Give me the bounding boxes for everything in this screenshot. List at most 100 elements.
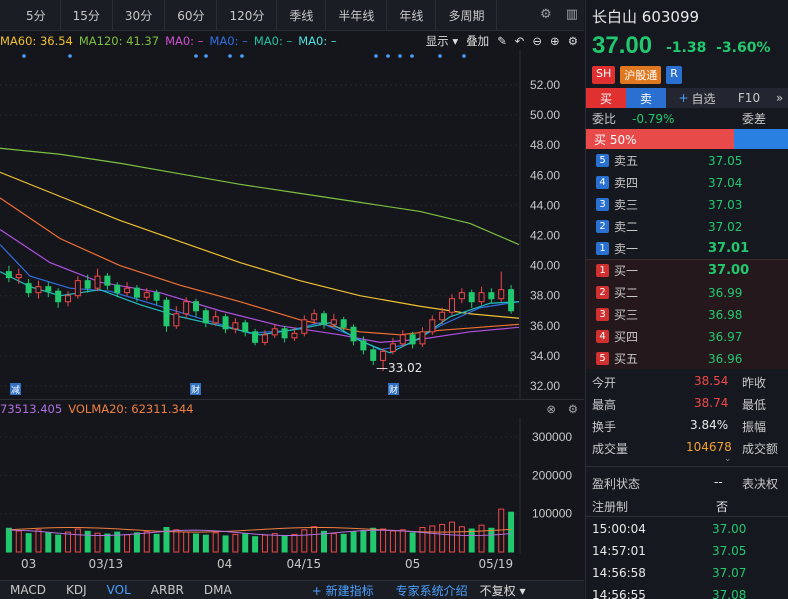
candle-body <box>202 310 209 324</box>
price-change: -1.38 -3.60% <box>666 40 771 56</box>
period-quarter[interactable]: 季线 <box>277 0 327 31</box>
period-year[interactable]: 年线 <box>387 0 437 31</box>
event-marker-1[interactable]: 减 <box>10 383 21 396</box>
ask-row[interactable]: 5 卖五 37.05 <box>586 150 788 171</box>
indicator-kdj[interactable]: KDJ <box>65 583 87 597</box>
level-name: 卖三 <box>614 198 639 212</box>
layout-icon[interactable]: ▥ <box>565 7 578 22</box>
price-tick: 34.00 <box>530 349 560 363</box>
vol-settings-icon[interactable]: ⚙ <box>567 402 578 416</box>
period-60min[interactable]: 60分 <box>165 0 218 31</box>
price-tick: 46.00 <box>530 168 560 182</box>
bid-row[interactable]: 2 买二 36.99 <box>586 282 788 303</box>
period-5min[interactable]: 5分 <box>0 0 61 31</box>
expert-system-link[interactable]: 专家系统介绍 <box>395 583 468 598</box>
level-price: 37.05 <box>708 153 743 168</box>
trade-time: 14:56:55 <box>592 588 646 599</box>
event-marker-3[interactable]: 财 <box>388 383 399 396</box>
event-marker-2[interactable]: 财 <box>190 383 201 396</box>
display-dropdown[interactable]: 显示 ▾ <box>425 33 459 48</box>
volume-bar <box>124 534 131 553</box>
candlestick-chart[interactable]: 52.00 50.00 48.00 46.00 44.00 42.00 40.00 38.00… <box>0 50 584 398</box>
tag-r[interactable]: R <box>666 66 682 84</box>
bid-row[interactable]: 1 买一 37.00 <box>586 260 788 281</box>
event-dot <box>68 54 72 58</box>
trade-price: 37.05 <box>712 544 747 558</box>
last-price: 37.00 <box>592 32 653 59</box>
ask-row[interactable]: 2 卖二 37.02 <box>586 216 788 237</box>
tab-f10[interactable]: F10 <box>728 88 770 108</box>
volume-bar <box>114 531 121 553</box>
expand-chevron-icon[interactable]: ⌄ <box>724 454 732 464</box>
volume-bar <box>389 530 396 553</box>
ask-row[interactable]: 3 卖三 37.03 <box>586 194 788 215</box>
tag-hsgt[interactable]: 沪股通 <box>620 66 662 84</box>
period-halfyear[interactable]: 半年线 <box>326 0 388 31</box>
date-tick: 04 <box>217 557 233 571</box>
trade-row: 15:00:04 37.00 <box>586 519 788 541</box>
trade-price: 37.00 <box>712 522 747 536</box>
volume-bar <box>370 527 377 553</box>
volume-bar <box>478 524 485 553</box>
bid-row[interactable]: 3 买三 36.98 <box>586 304 788 325</box>
adjust-dropdown[interactable]: 不复权 ▾ <box>479 583 526 598</box>
price-tick: 40.00 <box>530 259 560 273</box>
bid-row[interactable]: 4 买四 36.97 <box>586 326 788 347</box>
level-name: 卖二 <box>614 220 639 234</box>
event-dot <box>204 54 208 58</box>
ma0-label-d: MA0: – <box>298 33 337 48</box>
indicator-macd[interactable]: MACD <box>10 583 46 597</box>
period-15min[interactable]: 15分 <box>61 0 113 31</box>
volume-bar <box>84 530 91 553</box>
brush-icon[interactable]: ✎ <box>497 33 507 48</box>
candle-body <box>330 319 337 325</box>
candle-body <box>458 292 465 300</box>
bid-row[interactable]: 5 买五 36.96 <box>586 348 788 369</box>
candle-body <box>360 340 367 351</box>
level-price: 37.00 <box>708 263 750 278</box>
undo-icon[interactable]: ↶ <box>514 33 525 48</box>
volume-chart[interactable]: 300000 200000 100000 <box>0 418 584 554</box>
price-tick: 52.00 <box>530 78 560 92</box>
level-name: 买五 <box>614 352 639 366</box>
candle-body <box>45 286 52 292</box>
candle-body <box>35 286 42 294</box>
settings-gear-icon[interactable]: ⚙ <box>540 7 552 22</box>
period-30min[interactable]: 30分 <box>113 0 166 31</box>
tab-sell[interactable]: 卖 <box>626 88 666 108</box>
ask-row[interactable]: 4 卖四 37.04 <box>586 172 788 193</box>
volume-bar <box>439 523 446 553</box>
close-icon[interactable]: ⊗ <box>546 402 556 416</box>
period-multi[interactable]: 多周期 <box>436 0 498 31</box>
volume-bar <box>104 533 111 553</box>
period-120min[interactable]: 120分 <box>217 0 278 31</box>
trade-price: 37.07 <box>712 566 747 580</box>
volume-bar <box>508 511 515 553</box>
candle-body <box>311 313 318 321</box>
candle-body <box>5 271 12 279</box>
ma0-label-c: MA0: – <box>253 33 293 48</box>
ask-row[interactable]: 1 卖一 37.01 <box>586 238 788 259</box>
more-icon[interactable]: » <box>770 88 788 108</box>
indicator-dma[interactable]: DMA <box>203 583 232 597</box>
zoom-out-icon[interactable]: ⊖ <box>532 33 543 48</box>
ma-line <box>0 228 520 343</box>
trade-ticks: 15:00:04 37.00 14:57:01 37.05 14:56:58 37.07 1… <box>586 516 788 599</box>
indicator-arbr[interactable]: ARBR <box>150 583 184 597</box>
volume-bar <box>153 533 160 553</box>
event-dot <box>228 54 232 58</box>
tab-watchlist[interactable]: + 自选 <box>666 88 728 108</box>
stock-tags: SH 沪股通 R <box>592 66 682 84</box>
trade-time: 14:56:58 <box>592 566 646 580</box>
event-dot <box>398 54 402 58</box>
level-badge: 1 <box>596 242 609 255</box>
trade-row: 14:56:55 37.08 <box>586 585 788 599</box>
candle-body <box>114 284 121 294</box>
event-dot <box>194 54 198 58</box>
new-indicator-button[interactable]: + 新建指标 <box>311 583 374 598</box>
overlay-button[interactable]: 叠加 <box>466 33 490 48</box>
zoom-in-icon[interactable]: ⊕ <box>550 33 560 48</box>
tab-buy[interactable]: 买 <box>586 88 626 108</box>
indicator-vol[interactable]: VOL <box>106 583 131 597</box>
chart-settings-icon[interactable]: ⚙ <box>567 33 578 48</box>
